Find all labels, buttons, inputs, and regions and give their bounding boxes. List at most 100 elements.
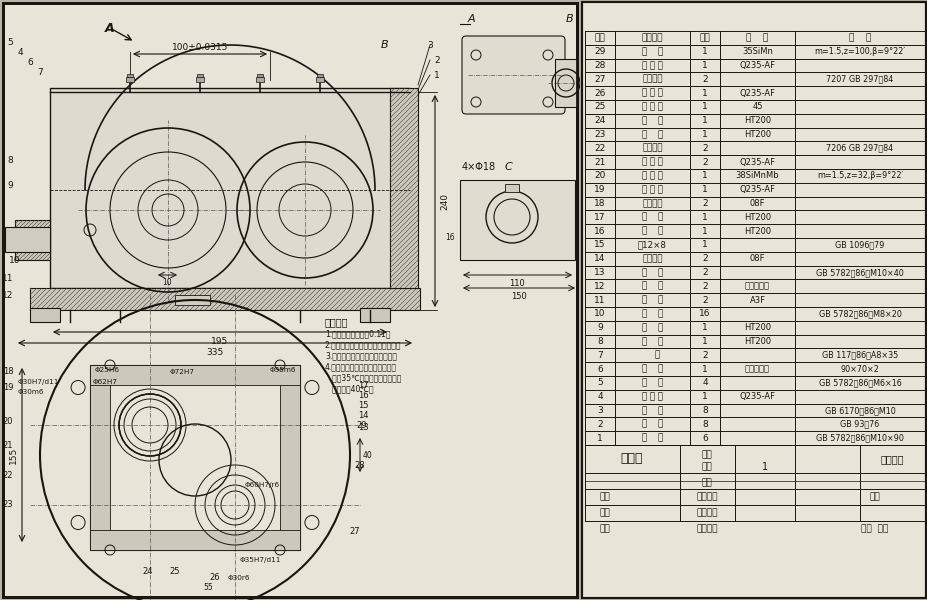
Text: 18: 18: [593, 199, 605, 208]
Text: 21: 21: [593, 158, 605, 167]
Text: 1: 1: [434, 71, 439, 80]
Text: 闷    盖: 闷 盖: [641, 227, 663, 236]
Text: 2: 2: [702, 75, 707, 84]
Text: 齿 轮 轴: 齿 轮 轴: [641, 172, 662, 181]
Text: 6: 6: [27, 58, 32, 67]
Text: 3: 3: [426, 41, 432, 50]
Text: 55: 55: [203, 583, 212, 592]
Bar: [90, 365, 110, 550]
Text: 2: 2: [702, 296, 707, 305]
Bar: [257, 74, 262, 77]
Text: 筱    体: 筱 体: [641, 323, 663, 332]
Bar: [30, 288, 420, 310]
Bar: [280, 365, 299, 550]
Text: 195: 195: [211, 337, 228, 346]
Bar: [360, 308, 389, 322]
Text: （日期）: （日期）: [695, 509, 717, 517]
Text: 9: 9: [7, 181, 13, 190]
Text: 08F: 08F: [749, 254, 765, 263]
Text: Q235-AF: Q235-AF: [739, 89, 775, 98]
Text: 1: 1: [702, 172, 707, 181]
Text: 10: 10: [162, 278, 171, 287]
Text: 2: 2: [702, 351, 707, 360]
Text: GB 117－86－A8×35: GB 117－86－A8×35: [821, 351, 897, 360]
Text: 比例: 比例: [701, 451, 712, 460]
Text: 1.啮合的最小侧隙为0.11。: 1.啮合的最小侧隙为0.11。: [324, 329, 390, 338]
Text: GB 5782－86－M10×90: GB 5782－86－M10×90: [815, 434, 903, 443]
Text: 26: 26: [593, 89, 605, 98]
Text: 8: 8: [702, 420, 707, 429]
Text: 2: 2: [702, 158, 707, 167]
Text: HT200: HT200: [743, 323, 770, 332]
Text: 110: 110: [509, 279, 525, 288]
Text: 筱    盖: 筱 盖: [641, 337, 663, 346]
Text: 8: 8: [596, 337, 603, 346]
Text: B: B: [565, 14, 573, 24]
Text: 1: 1: [702, 213, 707, 222]
Text: 27: 27: [349, 527, 360, 536]
Text: 1: 1: [702, 323, 707, 332]
Text: 成绩: 成绩: [869, 493, 880, 502]
Text: Φ72H7: Φ72H7: [170, 369, 195, 375]
Text: 12: 12: [593, 282, 605, 291]
Bar: [15, 220, 50, 260]
Text: 材    料: 材 料: [745, 34, 768, 43]
Text: 底    圈: 底 圈: [641, 420, 663, 429]
Text: 件数: 件数: [701, 463, 712, 472]
Text: 23: 23: [3, 500, 13, 509]
Text: 45: 45: [752, 103, 762, 112]
Text: GB 93－76: GB 93－76: [840, 420, 879, 429]
Text: Q235-AF: Q235-AF: [739, 392, 775, 401]
Text: HT200: HT200: [743, 337, 770, 346]
Text: 2: 2: [702, 282, 707, 291]
Text: C: C: [504, 162, 513, 172]
Text: 12: 12: [2, 290, 14, 299]
Text: 1: 1: [596, 434, 603, 443]
Text: 9: 9: [596, 323, 603, 332]
Text: 29: 29: [593, 47, 605, 56]
Text: 2: 2: [702, 254, 707, 263]
Bar: [175, 295, 210, 305]
Text: 审核: 审核: [599, 524, 610, 533]
Text: Q235-AF: Q235-AF: [739, 61, 775, 70]
Text: 15: 15: [593, 241, 605, 250]
Text: A: A: [105, 22, 115, 35]
Text: 335: 335: [206, 348, 223, 357]
Text: Φ30r6: Φ30r6: [228, 575, 250, 581]
Text: 1: 1: [702, 103, 707, 112]
Text: Q235-AF: Q235-AF: [739, 158, 775, 167]
Text: （学号）: （学号）: [695, 493, 717, 502]
Text: B: B: [381, 40, 388, 50]
Text: 2: 2: [597, 420, 603, 429]
FancyBboxPatch shape: [462, 36, 565, 114]
Text: 底    片: 底 片: [641, 365, 663, 374]
Text: 1: 1: [702, 116, 707, 125]
Text: 7206 GB 297－84: 7206 GB 297－84: [826, 144, 893, 153]
Text: 1: 1: [702, 365, 707, 374]
Text: Φ35m6: Φ35m6: [270, 367, 297, 373]
Text: 1: 1: [702, 89, 707, 98]
Text: 班级: 班级: [599, 493, 610, 502]
Text: 22: 22: [3, 470, 13, 479]
Text: 减速器: 减速器: [620, 452, 642, 466]
Bar: [127, 74, 133, 77]
Text: 23: 23: [593, 130, 605, 139]
Text: 5: 5: [7, 38, 13, 47]
Bar: [554, 59, 577, 107]
Text: 透    盖: 透 盖: [641, 116, 663, 125]
Text: A3F: A3F: [749, 296, 765, 305]
Text: 螺    栓: 螺 栓: [641, 268, 663, 277]
Text: Q235-AF: Q235-AF: [739, 185, 775, 194]
Text: 2: 2: [434, 56, 439, 65]
Text: 数量: 数量: [699, 34, 709, 43]
Text: 90×70×2: 90×70×2: [840, 365, 879, 374]
Text: A: A: [467, 14, 476, 24]
Text: 定 距 环: 定 距 环: [641, 61, 662, 70]
Text: 16: 16: [699, 310, 710, 319]
Text: Φ62H7: Φ62H7: [93, 379, 118, 385]
Text: 甮 油 环: 甮 油 环: [641, 185, 662, 194]
Text: 6: 6: [596, 365, 603, 374]
Text: 28: 28: [354, 461, 365, 469]
Text: 甮 油 环: 甮 油 环: [641, 89, 662, 98]
Bar: [197, 74, 203, 77]
